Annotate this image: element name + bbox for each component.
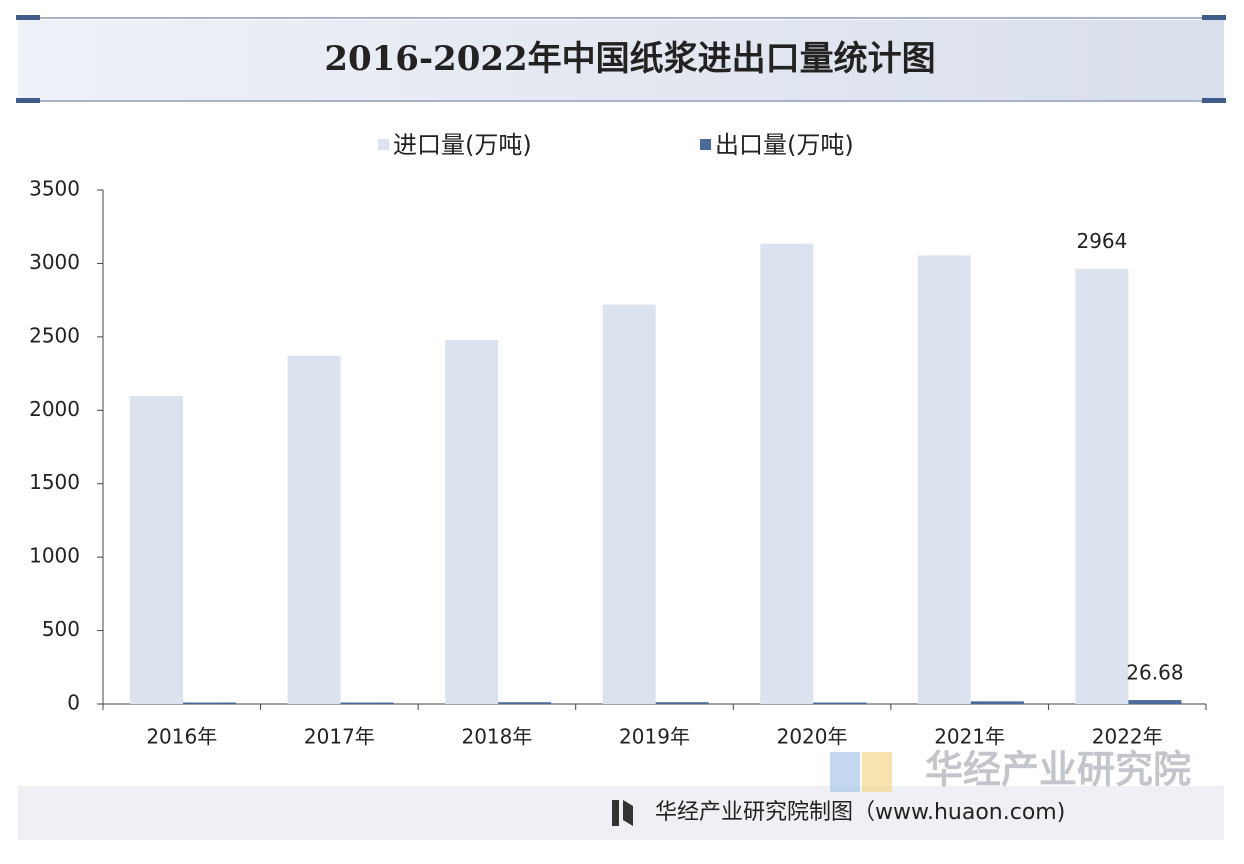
bar [655,702,709,704]
y-tick-label: 1000 [29,544,80,568]
bar [813,702,867,704]
legend-swatch [700,139,711,150]
y-tick-label: 3000 [29,250,80,274]
bar [340,702,394,704]
legend-swatch [378,139,389,150]
bar [760,243,814,705]
y-tick-label: 1500 [29,470,80,494]
banner-corner [1202,98,1226,103]
footer-band [18,786,1224,840]
footer-icon [623,800,633,826]
bar [917,255,971,704]
legend-label: 进口量(万吨) [393,131,532,159]
bar [130,396,183,704]
x-tick-label: 2022年 [1092,725,1163,749]
logo-mark [830,752,860,792]
y-tick-label: 3500 [29,177,80,201]
y-tick-label: 0 [67,691,80,715]
y-tick-label: 2500 [29,323,80,347]
x-tick-label: 2017年 [304,725,375,749]
x-tick-label: 2016年 [146,725,217,749]
y-tick-label: 500 [42,617,80,641]
bar [498,702,552,704]
banner-corner [16,15,40,20]
bar [970,701,1024,704]
y-tick-label: 2000 [29,397,80,421]
banner-corner [1202,15,1226,20]
brand-watermark: 华经产业研究院 [925,748,1191,792]
logo-mark [862,752,892,792]
bar [602,304,656,704]
data-label: 26.68 [1126,661,1183,685]
legend-label: 出口量(万吨) [715,131,854,159]
data-label: 2964 [1076,229,1127,253]
source-note: 华经产业研究院制图（www.huaon.com) [655,800,1065,825]
bar [445,339,499,704]
x-tick-label: 2020年 [777,725,848,749]
bar [1075,268,1129,704]
bar [1128,700,1182,704]
footer-icon [612,800,619,826]
bar [183,702,236,704]
chart-title: 2016-2022年中国纸浆进出口量统计图 [324,39,935,79]
x-tick-label: 2018年 [461,725,532,749]
title-banner [18,20,1224,100]
bar [287,355,341,704]
x-tick-label: 2021年 [934,725,1005,749]
x-tick-label: 2019年 [619,725,690,749]
banner-corner [16,98,40,103]
